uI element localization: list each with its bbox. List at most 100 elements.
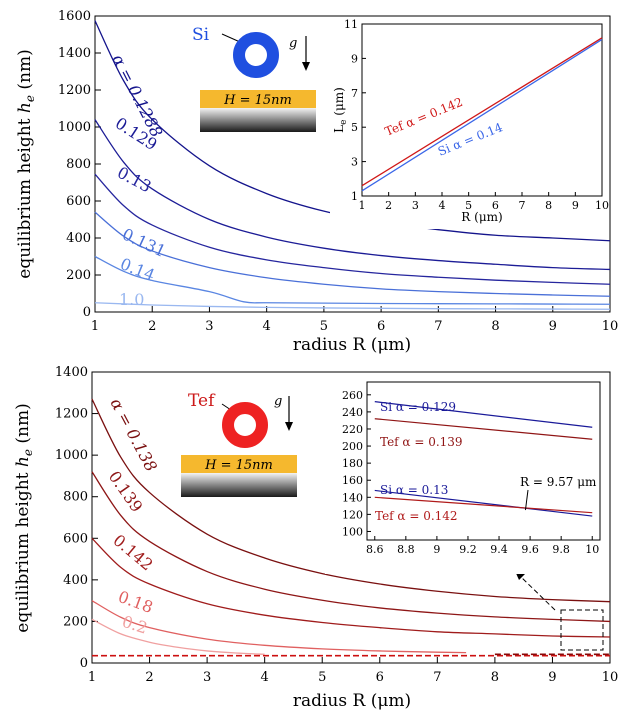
bottom-ytick-label: 800 [63,490,88,505]
bottom-inset: 8.6 8.8 9 9.2 9.4 9.6 9.8 10 100 120 140 160 180 200… [325,378,607,574]
bottom-inset-curves [374,401,593,517]
top-inset-xtick-label: 7 [519,199,526,212]
bottom-inset-ytick-label: 260 [342,389,363,402]
top-schematic: Si g H = 15nm [192,25,316,132]
bottom-curve-series-4 [91,618,265,655]
top-ytick-label: 400 [66,231,91,246]
top-inset-xtick-label: 8 [545,199,552,212]
top-ytick-label: 200 [66,268,91,283]
top-x-ticks: 1 2 3 4 5 6 7 8 9 10 [91,306,618,334]
top-y-axis-title: equilibrium height he (nm) [15,49,37,278]
bottom-ytick-label: 600 [63,531,88,546]
bottom-ytick-label: 1200 [55,407,88,422]
bottom-substrate [181,473,297,497]
top-material-label: Si [192,25,210,45]
top-inset-xtick-label: 6 [492,199,499,212]
bottom-ytick-label: 400 [63,573,88,588]
top-inset-ytick-label: 3 [351,156,358,169]
top-xtick-label: 1 [91,319,99,334]
top-inset-curve-series-0 [361,37,603,187]
top-xtick-label: 10 [602,319,619,334]
top-y-ticks: 0 200 400 600 800 1000 1200 1400 1600 [58,9,101,320]
top-ytick-label: 1000 [58,120,91,135]
bottom-inset-xtick-label: 8.8 [397,543,415,556]
bottom-y-ticks: 0 200 400 600 800 1000 1200 1400 [55,365,98,671]
bottom-ytick-label: 0 [80,656,88,671]
bottom-inset-y-ticks: 100 120 140 160 180 200 220 240 260 [342,389,371,538]
top-curve-series-1 [94,119,611,271]
bottom-inset-ytick-label: 220 [342,423,363,436]
bottom-inset-curve-series-1 [374,418,593,440]
bottom-xtick-label: 9 [548,670,556,685]
top-inset-ytick-label: 7 [351,87,358,100]
top-gravity-arrowhead [302,62,310,71]
bottom-inset-curve-series-2 [374,489,593,517]
bottom-gravity-arrowhead [285,422,293,431]
bottom-tef-ring [222,402,268,448]
bottom-inset-x-ticks: 8.6 8.8 9 9.2 9.4 9.6 9.8 10 [366,536,599,556]
top-inset-x-title: R (μm) [461,210,502,224]
bottom-gravity-label: g [274,394,282,409]
top-curve-series-0 [94,20,611,242]
top-curve-series-5 [94,302,611,310]
bottom-inset-label-si-0-13: Si α = 0.13 [380,483,448,497]
bottom-inset-xtick-label: 9.4 [490,543,508,556]
bottom-inset-frame [366,381,601,541]
bottom-inset-label-tef-0-139: Tef α = 0.139 [380,435,463,449]
bottom-label-alpha-0-138: α = 0.138 [106,395,160,475]
bottom-ytick-label: 200 [63,614,88,629]
bottom-inset-curve-series-0 [374,401,593,428]
top-ytick-label: 0 [83,305,91,320]
top-inset-ytick-label: 11 [344,18,358,31]
top-ytick-label: 800 [66,157,91,172]
top-inset-curves [361,37,603,192]
top-inset-y-ticks: 1 3 5 7 9 11 [344,18,366,203]
bottom-xtick-label: 2 [145,670,153,685]
top-inset-x-ticks: 1 2 3 4 5 6 7 8 9 10 [359,192,609,212]
bottom-curve-series-1 [91,471,611,623]
bottom-inset-background [325,378,607,574]
top-xtick-label: 3 [205,319,213,334]
top-inset-ytick-label: 1 [351,190,358,203]
bottom-film-label: H = 15nm [204,458,273,473]
bottom-inset-ytick-label: 140 [342,491,363,504]
top-curve-series-4 [94,255,611,305]
bottom-inset-xtick-label: 9 [433,543,440,556]
top-xtick-label: 4 [263,319,271,334]
top-curves [94,20,611,310]
bottom-ytick-label: 1400 [55,365,88,380]
bottom-curve-series-2 [91,537,611,638]
bottom-inset-annotation: R = 9.57 μm [520,475,597,489]
bottom-label-0-18: 0.18 [116,587,156,617]
bottom-curves [91,398,611,657]
top-inset-xtick-label: 2 [385,199,392,212]
bottom-y-axis-title: equilibrium height he (nm) [13,403,35,632]
bottom-inset-annotation-pointer [524,489,529,511]
bottom-xtick-label: 1 [88,670,96,685]
top-inset-xtick-label: 9 [572,199,579,212]
top-label-0-14: 0.14 [118,254,158,285]
bottom-xtick-label: 3 [203,670,211,685]
bottom-inset-curve-series-3 [374,496,593,514]
top-material-pointer [221,33,241,43]
top-inset-ytick-label: 9 [351,52,358,65]
top-label-0-13: 0.13 [114,163,154,197]
top-label-1-0: 1.0 [119,290,144,309]
bottom-inset-xtick-label: 10 [585,543,599,556]
top-xtick-label: 5 [320,319,328,334]
top-xtick-label: 9 [549,319,557,334]
bottom-curve-series-0 [91,398,611,603]
bottom-schematic: Tef g H = 15nm [181,391,297,497]
top-chart: 1 2 3 4 5 6 7 8 9 10 0200400600800100012001400160… [15,9,618,355]
bottom-label-0-2: 0.2 [120,612,150,638]
bottom-xtick-label: 5 [318,670,326,685]
top-inset-xtick-label: 5 [465,199,472,212]
bottom-x-axis-title: radius R (μm) [293,691,411,711]
bottom-x-ticks: 1 2 3 4 5 6 7 8 9 10 [88,657,618,685]
top-ytick-label: 1400 [58,46,91,61]
top-inset-xtick-label: 10 [595,199,609,212]
bottom-inset-label-si-0-129: Si α = 0.129 [380,400,456,414]
zoom-region-box [560,609,604,651]
